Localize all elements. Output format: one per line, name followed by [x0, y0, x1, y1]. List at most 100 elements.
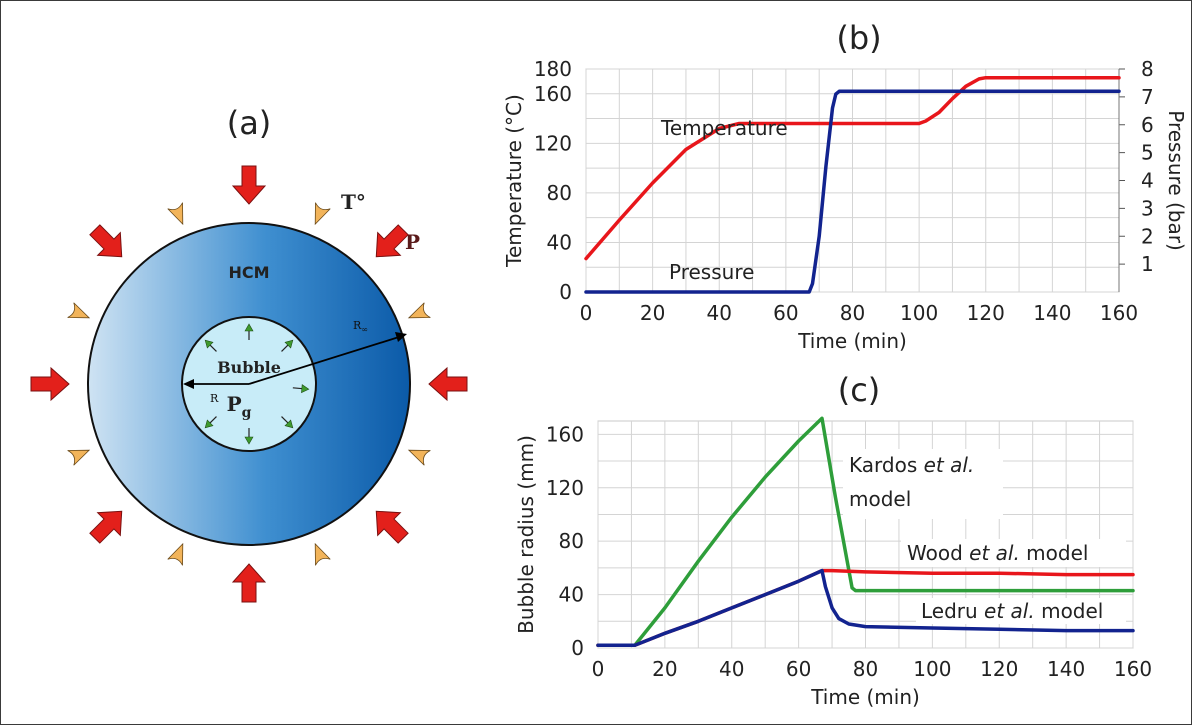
gas-arrow [204, 339, 217, 352]
gas-arrow-shaft [281, 343, 290, 352]
chart-b: (b)0 20 40 60 80 100 120 140 16004080120160180Ti… [502, 19, 1188, 353]
x-tick-label: 100 [900, 301, 938, 325]
pressure-arrow [231, 165, 267, 205]
pressure-arrow [375, 510, 409, 544]
x-tick-label: 120 [980, 657, 1018, 681]
y-tick-label: 80 [547, 181, 572, 205]
gas-arrow [244, 428, 254, 445]
gas-arrow [292, 384, 310, 394]
gas-arrow-head [301, 384, 310, 394]
pressure-arrow-shape [428, 366, 468, 402]
label-background [901, 539, 1126, 567]
x-tick-label: 160 [1114, 657, 1152, 681]
pressure-arrow-shape [375, 224, 409, 258]
temperature-marker-shape [407, 449, 431, 466]
temperature-marker [314, 542, 331, 566]
inner-radius-label: R [210, 392, 219, 405]
y-tick-label: 120 [546, 476, 584, 500]
panel-label: (c) [838, 371, 881, 409]
y-tick-label: 120 [534, 131, 572, 155]
x-tick-label: 140 [1047, 657, 1085, 681]
y2-tick-label: 5 [1141, 141, 1154, 165]
gas-arrow-head [284, 419, 294, 429]
x-tick-label: 40 [707, 301, 732, 325]
pressure-arrow [428, 366, 468, 402]
series-line [596, 416, 1135, 648]
temperature-marker [407, 449, 431, 466]
x-tick-label: 0 [592, 657, 605, 681]
y-tick-label: 0 [571, 636, 584, 660]
temperature-marker [167, 202, 184, 226]
gas-arrow-head [244, 436, 254, 445]
pressure-arrows [30, 165, 468, 603]
temperature-marker-shape [67, 449, 91, 466]
gas-arrow-shaft [292, 387, 303, 390]
gas-arrow-head [204, 419, 214, 429]
y-tick-label: 160 [534, 82, 572, 106]
gas-arrow-shaft [208, 416, 217, 425]
series-label: Kardos et al. [849, 453, 974, 477]
chart-c: (c) 0 20 40 60 80 100 120 140 160 0 40 80 120 160 Time … [514, 371, 1152, 709]
gas-arrow [281, 339, 294, 352]
grid [585, 68, 1120, 293]
x-tick-label: 120 [967, 301, 1005, 325]
x-tick-label: 160 [1100, 301, 1138, 325]
y2-tick-label: 1 [1141, 252, 1154, 276]
panel-a-diagram: (a) HCM Bubble Pg R R∞ T° P [30, 104, 468, 603]
temperature-marker-shape [314, 542, 331, 566]
y-axis-label: Temperature (°C) [502, 94, 526, 268]
pressure-arrow [89, 510, 123, 544]
gas-arrow-shaft [281, 416, 290, 425]
outer-radius-label: R∞ [353, 319, 368, 334]
pressure-arrow [30, 366, 70, 402]
gas-arrow [244, 323, 254, 340]
y2-tick-label: 2 [1141, 224, 1154, 248]
temperature-marker [314, 202, 331, 226]
temperature-marker-shape [167, 542, 184, 566]
gas-arrow-head [204, 339, 214, 349]
temperature-marker [67, 449, 91, 466]
pressure-arrow-shape [30, 366, 70, 402]
y2-tick-label: 8 [1141, 57, 1154, 81]
temperature-label: T° [341, 190, 366, 214]
y2-axis-label: Pressure (bar) [1164, 110, 1188, 251]
y-tick-label: 40 [547, 230, 572, 254]
gas-pressure-arrows [204, 323, 310, 445]
gas-arrow-head [284, 339, 294, 349]
series-line [596, 568, 1135, 648]
temperature-marker-shape [407, 302, 431, 319]
x-axis-label: Time (min) [797, 329, 907, 353]
temperature-marker-shape [67, 302, 91, 319]
pressure-arrow-shape [89, 224, 123, 258]
gas-pressure-label: Pg [227, 392, 252, 421]
gas-arrow-head [244, 323, 254, 332]
gas-arrow-shaft [208, 343, 217, 352]
panel-label: (b) [836, 19, 881, 57]
temperature-marker [407, 302, 431, 319]
temperature-marker-shape [314, 202, 331, 226]
y-tick-label: 160 [546, 422, 584, 446]
pressure-arrow [375, 224, 409, 258]
x-tick-label: 60 [773, 301, 798, 325]
bubble-label: Bubble [217, 358, 281, 377]
x-tick-label: 40 [719, 657, 744, 681]
gas-arrow [281, 416, 294, 429]
pressure-arrow-shape [89, 510, 123, 544]
temperature-markers [67, 202, 431, 566]
pressure-arrow [89, 224, 123, 258]
x-axis-label: Time (min) [810, 685, 920, 709]
series-label: Pressure [669, 260, 754, 284]
temperature-marker [67, 302, 91, 319]
y-tick-label: 0 [559, 280, 572, 304]
pressure-arrow-shape [231, 563, 267, 603]
pressure-label: P [405, 230, 420, 254]
y2-tick-label: 3 [1141, 196, 1154, 220]
x-tick-label: 20 [652, 657, 677, 681]
y2-tick-label: 4 [1141, 169, 1154, 193]
series-label: Ledru et al. model [921, 599, 1103, 623]
series-label: model [849, 487, 911, 511]
series-label: Temperature [660, 116, 788, 140]
series-line [584, 89, 1121, 294]
